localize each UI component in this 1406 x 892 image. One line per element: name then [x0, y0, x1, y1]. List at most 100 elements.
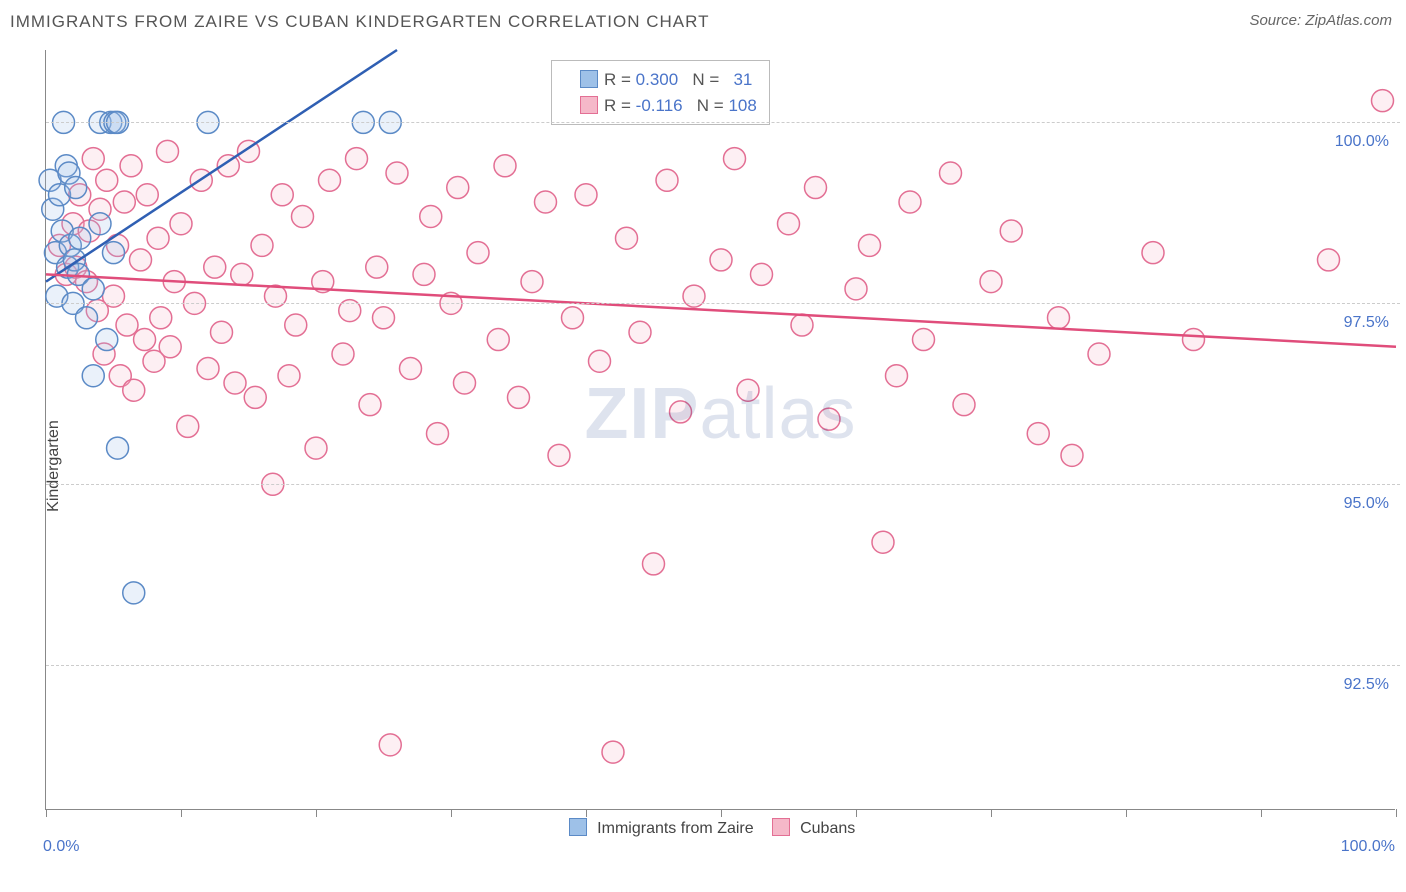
scatter-point: [271, 184, 293, 206]
scatter-point: [886, 365, 908, 387]
scatter-point: [170, 213, 192, 235]
y-tick-label: 100.0%: [1335, 133, 1389, 151]
scatter-point: [82, 365, 104, 387]
scatter-point: [123, 582, 145, 604]
trend-line: [46, 274, 1396, 346]
scatter-point: [292, 205, 314, 227]
scatter-point: [278, 365, 300, 387]
scatter-point: [1027, 423, 1049, 445]
scatter-point: [147, 227, 169, 249]
scatter-point: [65, 177, 87, 199]
scatter-point: [285, 314, 307, 336]
x-tick-label-min: 0.0%: [43, 838, 79, 856]
scatter-point: [96, 169, 118, 191]
legend-label: Immigrants from Zaire: [593, 820, 754, 837]
scatter-point: [113, 191, 135, 213]
scatter-point: [535, 191, 557, 213]
scatter-point: [76, 307, 98, 329]
scatter-point: [454, 372, 476, 394]
scatter-point: [487, 329, 509, 351]
scatter-point: [1183, 329, 1205, 351]
scatter-point: [332, 343, 354, 365]
x-tick: [46, 809, 47, 817]
scatter-point: [69, 227, 91, 249]
x-tick: [991, 809, 992, 817]
legend-r-label: R =: [604, 70, 636, 89]
scatter-point: [134, 329, 156, 351]
x-tick: [856, 809, 857, 817]
legend-n-label: N =: [683, 96, 729, 115]
legend-n-value: 31: [724, 70, 752, 89]
scatter-point: [400, 357, 422, 379]
scatter-point: [231, 263, 253, 285]
scatter-point: [427, 423, 449, 445]
legend-label: Cubans: [796, 820, 856, 837]
scatter-point: [244, 386, 266, 408]
scatter-point: [521, 271, 543, 293]
scatter-point: [82, 148, 104, 170]
x-tick: [1396, 809, 1397, 817]
scatter-point: [656, 169, 678, 191]
gridline-h: [46, 303, 1400, 304]
scatter-point: [724, 148, 746, 170]
scatter-point: [447, 177, 469, 199]
x-tick: [451, 809, 452, 817]
x-tick: [586, 809, 587, 817]
scatter-point: [575, 184, 597, 206]
scatter-point: [107, 437, 129, 459]
stats-legend-row: R = -0.116 N = 108: [562, 93, 757, 119]
legend-swatch: [772, 818, 790, 836]
scatter-point: [319, 169, 341, 191]
scatter-point: [508, 386, 530, 408]
scatter-point: [130, 249, 152, 271]
scatter-point: [562, 307, 584, 329]
gridline-h: [46, 665, 1400, 666]
chart-header: IMMIGRANTS FROM ZAIRE VS CUBAN KINDERGAR…: [0, 0, 1406, 40]
scatter-point: [120, 155, 142, 177]
scatter-point: [159, 336, 181, 358]
stats-legend: R = 0.300 N = 31R = -0.116 N = 108: [551, 60, 770, 125]
scatter-point: [467, 242, 489, 264]
scatter-point: [1061, 444, 1083, 466]
scatter-point: [643, 553, 665, 575]
scatter-point: [116, 314, 138, 336]
scatter-point: [1372, 90, 1394, 112]
scatter-point: [386, 162, 408, 184]
x-tick: [721, 809, 722, 817]
scatter-point: [177, 415, 199, 437]
scatter-point: [346, 148, 368, 170]
bottom-legend: Immigrants from Zaire Cubans: [0, 818, 1406, 838]
legend-swatch: [569, 818, 587, 836]
y-tick-label: 95.0%: [1344, 495, 1389, 513]
scatter-point: [1088, 343, 1110, 365]
scatter-point: [103, 242, 125, 264]
scatter-point: [204, 256, 226, 278]
scatter-point: [616, 227, 638, 249]
chart-title: IMMIGRANTS FROM ZAIRE VS CUBAN KINDERGAR…: [10, 12, 710, 31]
scatter-point: [751, 263, 773, 285]
scatter-point: [670, 401, 692, 423]
scatter-point: [413, 263, 435, 285]
scatter-point: [589, 350, 611, 372]
scatter-point: [1048, 307, 1070, 329]
scatter-point: [980, 271, 1002, 293]
scatter-point: [359, 394, 381, 416]
scatter-point: [913, 329, 935, 351]
scatter-point: [224, 372, 246, 394]
scatter-point: [805, 177, 827, 199]
scatter-point: [157, 140, 179, 162]
scatter-point: [818, 408, 840, 430]
scatter-point: [953, 394, 975, 416]
scatter-point: [373, 307, 395, 329]
scatter-point: [737, 379, 759, 401]
scatter-point: [845, 278, 867, 300]
scatter-point: [629, 321, 651, 343]
scatter-point: [420, 205, 442, 227]
scatter-point: [211, 321, 233, 343]
stats-legend-row: R = 0.300 N = 31: [562, 67, 757, 93]
x-tick-label-max: 100.0%: [1341, 838, 1395, 856]
x-tick: [1126, 809, 1127, 817]
scatter-point: [82, 278, 104, 300]
legend-swatch: [580, 96, 598, 114]
scatter-point: [872, 531, 894, 553]
